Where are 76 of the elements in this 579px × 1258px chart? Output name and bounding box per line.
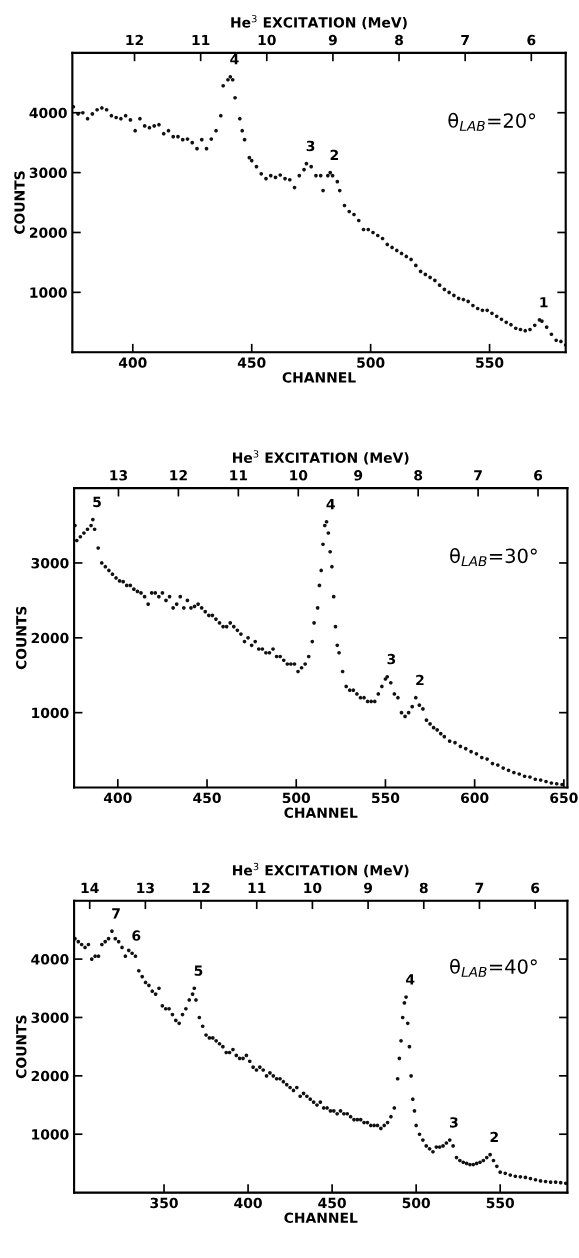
x2-axis-title: He$^{3}$ EXCITATION (MeV)	[233, 450, 409, 465]
annotation: 5	[93, 496, 101, 508]
x2-tick-label: 9	[363, 882, 373, 894]
x-tick-label: 350	[150, 1197, 178, 1209]
annotation: 2	[416, 674, 424, 686]
x2-tick-label: 7	[474, 470, 482, 481]
x2-tick-label: 12	[170, 470, 187, 481]
x-axis-title: CHANNEL	[284, 1212, 358, 1224]
x-tick-label: 400	[103, 792, 132, 804]
x2-tick-label: 13	[137, 882, 154, 894]
x2-tick-label: 8	[414, 470, 423, 481]
x2-tick-label: 8	[395, 34, 404, 46]
x-tick-label: 600	[461, 792, 489, 804]
x-tick-label: 550	[372, 792, 400, 804]
annotation: 2	[330, 149, 338, 160]
x-tick-label: 550	[476, 357, 504, 368]
x2-axis-title: He$^{3}$ EXCITATION (MeV)	[233, 862, 409, 878]
x2-tick-label: 9	[328, 34, 337, 46]
x2-tick-label: 10	[304, 882, 322, 894]
x2-tick-label: 8	[419, 882, 428, 894]
y-tick-label: 3000	[31, 557, 69, 569]
x2-tick-label: 11	[248, 882, 266, 893]
x2-tick-label: 13	[110, 470, 128, 481]
x2-tick-label: 7	[475, 882, 484, 893]
annotation: θ$_{LAB}$=30°	[450, 547, 537, 567]
x2-tick-label: 10	[290, 470, 308, 481]
x-tick-label: 550	[486, 1197, 515, 1209]
x2-tick-label: 11	[192, 34, 210, 46]
y-tick-label: 1000	[32, 1129, 69, 1140]
annotation: 4	[230, 54, 239, 65]
y-tick-label: 2000	[31, 1070, 69, 1082]
annotation: 1	[540, 297, 548, 308]
x2-tick-label: 10	[258, 34, 276, 46]
annotation: θ$_{LAB}$=40°	[450, 958, 537, 977]
y-tick-label: 1000	[32, 707, 69, 719]
x-axis-title: CHANNEL	[284, 807, 358, 818]
annotation: 3	[450, 1117, 458, 1128]
y-tick-label: 3000	[31, 1012, 69, 1023]
x2-tick-label: 7	[461, 34, 469, 46]
x-axis-title: CHANNEL	[282, 372, 356, 383]
x2-tick-label: 6	[527, 34, 536, 46]
x-tick-label: 500	[282, 792, 311, 804]
x2-tick-label: 12	[192, 882, 210, 893]
x-tick-label: 500	[402, 1197, 430, 1209]
x-tick-label: 450	[318, 1197, 346, 1209]
y-axis-title: COUNTS	[16, 1015, 27, 1079]
annotation: 4	[406, 974, 415, 985]
x2-tick-label: 9	[354, 470, 363, 481]
y-axis-title: COUNTS	[14, 171, 25, 235]
y-tick-label: 2000	[29, 227, 67, 238]
y-tick-label: 4000	[29, 107, 67, 119]
y-tick-label: 1000	[30, 287, 67, 298]
x2-tick-label: 14	[81, 882, 99, 893]
annotation: 2	[490, 1131, 498, 1143]
x2-tick-label: 6	[534, 470, 543, 481]
annotation: θ$_{LAB}$=20°	[448, 112, 536, 131]
y-tick-label: 4000	[31, 954, 69, 965]
x-tick-label: 450	[237, 357, 266, 368]
y-tick-label: 3000	[29, 167, 67, 179]
x-tick-label: 400	[118, 357, 147, 368]
annotation: 7	[112, 908, 120, 919]
x2-tick-label: 6	[531, 882, 540, 894]
annotation: 3	[306, 140, 315, 152]
annotation: 4	[326, 499, 335, 510]
annotation: 6	[132, 930, 141, 941]
y-tick-label: 2000	[31, 632, 69, 644]
y-axis-title: COUNTS	[16, 606, 27, 670]
annotation: 3	[387, 653, 396, 665]
annotation: 5	[194, 965, 203, 976]
x-tick-label: 650	[550, 792, 578, 804]
x2-tick-label: 12	[126, 34, 143, 46]
x2-axis-title: He$^{3}$ EXCITATION (MeV)	[231, 14, 407, 30]
x-tick-label: 450	[193, 792, 221, 804]
x-tick-label: 500	[357, 357, 385, 368]
x2-tick-label: 11	[230, 470, 248, 481]
x-tick-label: 400	[234, 1197, 262, 1209]
